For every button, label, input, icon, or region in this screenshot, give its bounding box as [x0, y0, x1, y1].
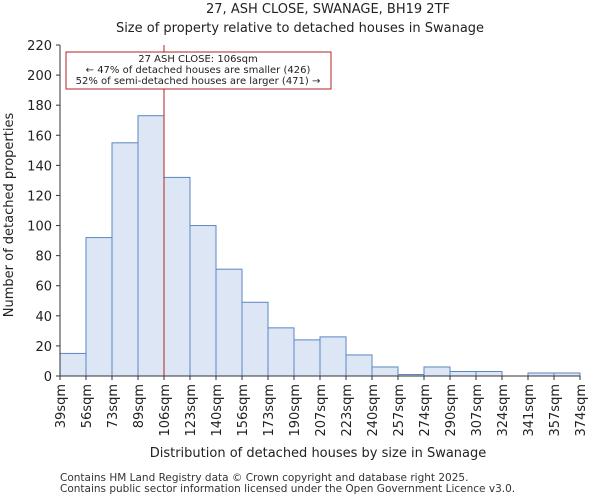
histogram-bar: [59, 352, 87, 377]
x-tick-label: 173sqm: [262, 384, 277, 437]
histogram-bar: [241, 301, 269, 377]
y-tick-label: 120: [27, 189, 52, 204]
x-tick-label: 123sqm: [184, 384, 199, 437]
histogram-bar: [423, 366, 451, 377]
annotation-border: [65, 51, 332, 90]
x-tick-label: 290sqm: [444, 384, 459, 437]
y-tick-label: 140: [27, 159, 52, 174]
x-axis-label: Distribution of detached houses by size …: [150, 446, 487, 461]
y-tick-label: 20: [35, 340, 52, 355]
y-axis-label: Number of detached properties: [2, 113, 17, 318]
x-tick-label: 140sqm: [210, 384, 225, 437]
y-tick-label: 180: [27, 99, 52, 114]
histogram-bar: [319, 336, 347, 377]
y-tick-label: 0: [44, 370, 52, 385]
chart-subtitle: Size of property relative to detached ho…: [116, 21, 484, 36]
annotation-box: 27 ASH CLOSE: 106sqm ← 47% of detached h…: [65, 51, 332, 90]
y-tick-label: 80: [35, 250, 52, 265]
histogram-bar: [85, 237, 113, 377]
x-tick-label: 73sqm: [106, 384, 121, 428]
y-tick-label: 100: [27, 220, 52, 235]
y-tick-label: 60: [35, 280, 52, 295]
footer-licence: Contains public sector information licen…: [60, 483, 516, 495]
x-tick-label: 207sqm: [314, 384, 329, 437]
x-tick-label: 324sqm: [496, 384, 511, 437]
histogram-bar: [371, 366, 399, 377]
x-tick-label: 89sqm: [132, 384, 147, 428]
footer-copyright: Contains HM Land Registry data © Crown c…: [60, 472, 469, 484]
chart-title: 27, ASH CLOSE, SWANAGE, BH19 2TF: [206, 2, 450, 17]
x-tick-label: 106sqm: [158, 384, 173, 437]
annotation-line-1: 27 ASH CLOSE: 106sqm: [138, 54, 257, 65]
y-tick-label: 40: [35, 310, 52, 325]
x-tick-label: 307sqm: [470, 384, 485, 437]
x-tick-label: 156sqm: [236, 384, 251, 437]
histogram-bar: [345, 354, 373, 377]
x-tick-label: 190sqm: [288, 384, 303, 437]
histogram-bar: [475, 370, 503, 377]
x-ticks-layer: 39sqm 56sqm 73sqm 89sqm 106sqm 123sqm 140sqm 15…: [54, 376, 589, 437]
histogram-bar: [163, 176, 191, 377]
y-tick-label: 160: [27, 129, 52, 144]
histogram-bar: [215, 268, 243, 377]
histogram-bar: [137, 115, 165, 377]
bars-layer: [59, 115, 581, 377]
histogram-bar: [293, 339, 321, 377]
y-tick-label: 200: [27, 69, 52, 84]
x-tick-label: 257sqm: [392, 384, 407, 437]
x-tick-label: 357sqm: [548, 384, 563, 437]
histogram-bar: [267, 327, 295, 377]
x-tick-label: 240sqm: [366, 384, 381, 437]
histogram-bar: [449, 370, 477, 377]
y-ticks-layer: 0 20 40 60 80 100 120 140 160 180 200 220: [27, 39, 60, 385]
x-tick-label: 39sqm: [54, 384, 69, 428]
annotation-line-2: ← 47% of detached houses are smaller (42…: [86, 65, 311, 76]
histogram-chart: 27, ASH CLOSE, SWANAGE, BH19 2TF Size of…: [2, 2, 589, 461]
y-tick-label: 220: [27, 39, 52, 54]
histogram-bar: [189, 225, 217, 377]
x-tick-label: 341sqm: [522, 384, 537, 437]
x-tick-label: 223sqm: [340, 384, 355, 437]
histogram-bar: [111, 142, 139, 377]
x-tick-label: 56sqm: [80, 384, 95, 428]
annotation-line-3: 52% of semi-detached houses are larger (…: [76, 76, 321, 87]
x-tick-label: 374sqm: [574, 384, 589, 437]
x-tick-label: 274sqm: [418, 384, 433, 437]
